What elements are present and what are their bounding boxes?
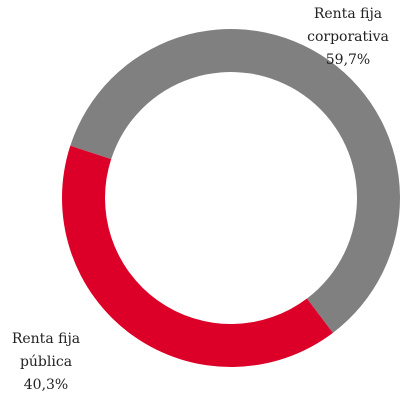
value-label: 59,7% (325, 52, 371, 68)
donut-slice (61, 145, 333, 368)
value-label: 40,3% (23, 377, 69, 393)
category-label: Renta fija corporativa (307, 6, 389, 45)
category-label: Renta fija pública (11, 331, 81, 370)
donut-slice (70, 29, 400, 333)
slice-label: Renta fija pública 40,3% (2, 328, 90, 397)
slice-label: Renta fija corporativa 59,7% (292, 3, 400, 72)
